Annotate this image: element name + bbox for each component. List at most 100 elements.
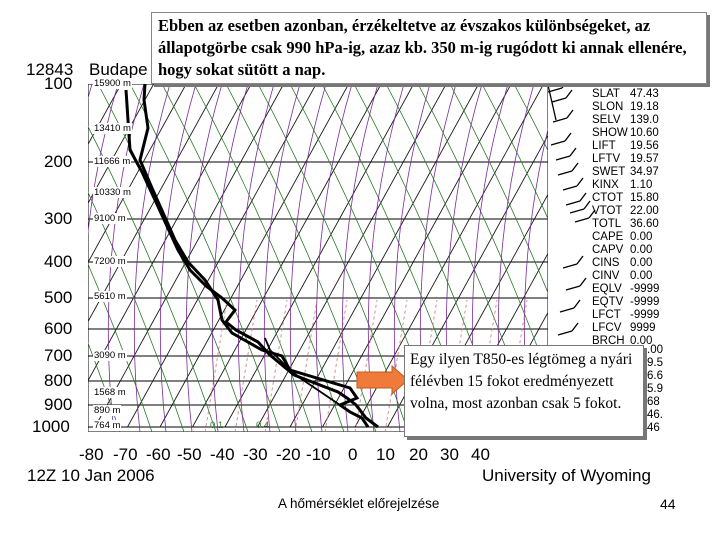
temperature-label: -20 — [276, 445, 301, 464]
index-name: CTOT — [592, 192, 624, 204]
height-label: 10330 m — [93, 187, 132, 198]
dry-adiabat — [417, 84, 548, 377]
height-label: 764 m — [93, 420, 122, 431]
dry-adiabat — [88, 263, 153, 432]
index-value: 15.80 — [630, 192, 659, 204]
moist-adiabat — [211, 84, 249, 432]
index-value: 0.00 — [630, 244, 653, 256]
height-label: 5610 m — [93, 291, 127, 302]
pressure-label: 1000 — [32, 417, 70, 436]
index-value: 19.57 — [630, 153, 659, 165]
moist-adiabat — [185, 84, 223, 432]
pressure-label: 800 — [44, 371, 73, 390]
height-label: 7200 m — [93, 256, 127, 267]
index-value: -9999 — [630, 309, 660, 321]
page-number: 44 — [660, 496, 676, 512]
index-name: VTOT — [592, 205, 623, 217]
isotherm-line — [192, 84, 382, 428]
index-name: LFCV — [592, 322, 622, 334]
height-label: 15900 m — [93, 78, 132, 89]
dry-adiabat — [513, 84, 548, 152]
wind-barb-icon — [547, 84, 557, 121]
mixing-ratio-line — [384, 299, 408, 432]
callout-bottom: Egy ilyen T850-es légtömeg a nyári félév… — [404, 345, 644, 437]
index-value: -9999 — [630, 283, 660, 295]
index-name: CAPE — [592, 231, 624, 243]
index-value: 34.97 — [630, 166, 659, 178]
moist-adiabat — [0, 84, 14, 432]
dry-adiabat — [481, 84, 548, 220]
mixing-ratio-label: 0.1 — [210, 420, 224, 431]
height-label: 3090 m — [93, 350, 127, 361]
temperature-label: -30 — [243, 445, 268, 464]
parcel-path — [264, 337, 341, 406]
isotherm-line — [88, 84, 155, 205]
index-value: 0.00 — [630, 257, 653, 269]
index-value: 22.00 — [630, 205, 659, 217]
isotherm-line — [88, 84, 122, 146]
index-name: SWET — [592, 166, 626, 178]
isotherm-line — [88, 84, 252, 382]
sounding-date: 12Z 10 Jan 2006 — [27, 466, 155, 485]
index-name: SELV — [592, 114, 621, 126]
temperature-label: -70 — [113, 445, 138, 464]
station-id: 12843 — [26, 60, 74, 79]
temperature-profile — [138, 83, 370, 428]
dry-adiabat — [225, 84, 377, 432]
mixing-ratio-line — [264, 299, 288, 432]
wind-barb-icon — [565, 192, 587, 206]
temperature-label: -60 — [146, 445, 171, 464]
mixing-ratio-line — [204, 299, 228, 432]
index-value: 139.0 — [630, 114, 659, 126]
index-value: 0.00 — [630, 270, 653, 282]
index-name: SLON — [592, 101, 624, 113]
moist-adiabat — [237, 84, 275, 432]
height-label: 13410 m — [93, 123, 132, 134]
sounding-profiles — [124, 83, 379, 429]
moist-adiabat — [289, 84, 327, 432]
height-label: 890 m — [93, 405, 122, 416]
index-value: 19.56 — [630, 140, 659, 152]
pressure-label: 100 — [44, 74, 73, 93]
right-arrow-icon — [356, 364, 409, 396]
index-value: 0.00 — [630, 335, 653, 347]
mixing-ratio-line — [294, 299, 318, 432]
index-value-fragment: 68 — [647, 396, 660, 408]
temperature-label: 0 — [348, 445, 358, 464]
slide-title: A hőmérséklet előrejelzése — [278, 496, 440, 511]
wind-barb-icon — [574, 209, 596, 223]
height-label: 11666 m — [93, 156, 132, 167]
index-name: EQLV — [592, 283, 622, 295]
callout-top: Ebben az esetben azonban, érzékeltetve a… — [151, 12, 707, 84]
wind-barb-icon — [562, 177, 584, 191]
pressure-label: 200 — [44, 152, 73, 171]
dry-adiabat — [129, 84, 281, 432]
temperature-label: -80 — [79, 445, 104, 464]
temperature-label: 40 — [471, 445, 490, 464]
temperature-label: 10 — [376, 445, 395, 464]
index-name: SHOW — [592, 127, 628, 139]
isotherm-line — [88, 84, 187, 264]
dry-adiabat — [193, 84, 345, 432]
temperature-label: -40 — [210, 445, 235, 464]
wind-barb-icon — [565, 277, 587, 291]
temperature-label: -10 — [306, 445, 331, 464]
index-value: 10.60 — [630, 127, 659, 139]
dry-adiabat — [88, 342, 121, 432]
index-value: 47.43 — [630, 88, 659, 100]
dry-adiabat — [449, 84, 548, 294]
index-value: 0.00 — [630, 231, 653, 243]
index-value-fragment: 9.5 — [647, 357, 663, 369]
index-value: -9999 — [630, 296, 660, 308]
wind-barb-icon — [557, 162, 579, 176]
mixing-ratio-label: 0.4 — [256, 420, 270, 431]
mixing-ratio-line — [324, 299, 348, 432]
wind-barb-icon — [559, 299, 581, 313]
index-name: LIFT — [592, 140, 616, 152]
isotherm-line — [159, 84, 350, 428]
pressure-label: 600 — [44, 319, 73, 338]
station-name: Budape — [89, 60, 148, 79]
university-credit: University of Wyoming — [482, 466, 651, 485]
wind-barb-icon — [552, 109, 574, 123]
index-name: TOTL — [592, 218, 622, 230]
